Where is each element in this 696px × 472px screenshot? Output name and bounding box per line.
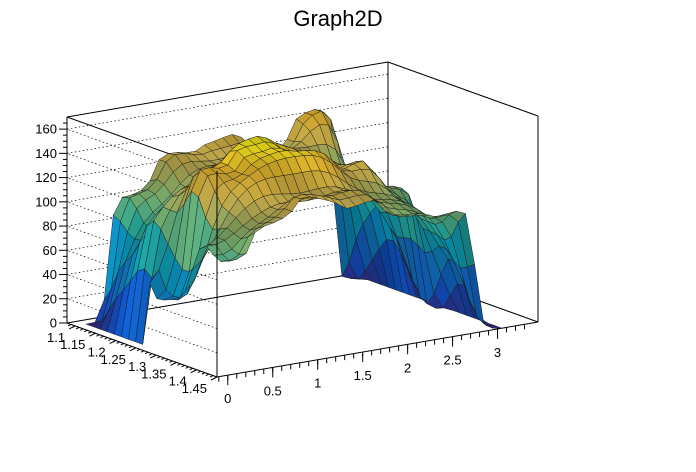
y-minor-tick (205, 373, 210, 377)
z-tick-label: 140 (35, 146, 57, 161)
y-minor-tick (79, 328, 84, 331)
y-minor-tick (193, 369, 197, 372)
y-minor-tick (157, 356, 161, 359)
y-minor-tick (100, 335, 104, 339)
z-tick-label: 40 (43, 267, 57, 282)
y-minor-tick (185, 366, 189, 369)
y-tick-label: 1.25 (101, 352, 126, 367)
y-minor-tick (189, 367, 193, 371)
x-tick-label: 3 (494, 345, 501, 360)
y-minor-tick (181, 364, 185, 368)
gridline (66, 73, 389, 130)
y-tick-label: 1.3 (128, 359, 146, 374)
y-minor-tick (116, 341, 120, 344)
y-tick-label: 1.4 (169, 374, 187, 389)
y-minor-tick (104, 337, 108, 340)
y-minor-tick (197, 370, 202, 374)
x-tick-label: 2.5 (444, 353, 462, 368)
frame-edge (387, 61, 539, 117)
y-minor-tick (88, 331, 92, 334)
y-minor-tick (161, 357, 165, 360)
z-tick-label: 100 (35, 194, 57, 209)
y-minor-tick (165, 359, 169, 362)
x-axis-line (216, 321, 539, 378)
gridline (66, 153, 218, 208)
x-tick-label: 2 (404, 360, 411, 375)
y-minor-tick (136, 348, 141, 352)
y-minor-tick (124, 344, 129, 347)
y-tick-mark (210, 376, 218, 381)
y-minor-tick (177, 363, 181, 366)
y-minor-tick (132, 347, 137, 350)
y-axis-ticks: 1.11.15 1.21.25 1.31.35 1.41.45 (47, 324, 218, 396)
y-minor-tick (173, 361, 177, 365)
x-tick-label: 1 (314, 376, 321, 391)
y-minor-tick (92, 332, 96, 336)
y-minor-tick (84, 329, 88, 333)
frame-edge (66, 61, 389, 118)
y-minor-tick (71, 325, 76, 328)
z-tick-label: 80 (43, 219, 57, 234)
y-tick-label: 1.45 (182, 381, 207, 396)
y-minor-tick (128, 345, 133, 349)
gridline (66, 298, 218, 354)
surface-mesh (85, 109, 503, 345)
y-axis-line (66, 322, 218, 378)
z-tick-label: 0 (50, 316, 57, 331)
z-tick-label: 20 (43, 291, 57, 306)
x-axis-ticks: 0 0.5 1 1.5 2 2.5 3 (218, 324, 526, 406)
y-minor-tick (144, 351, 149, 355)
y-minor-tick (112, 340, 116, 343)
y-minor-tick (169, 360, 173, 363)
y-minor-tick (140, 350, 145, 353)
gridline (66, 201, 218, 257)
gridline (66, 128, 218, 184)
y-minor-tick (67, 324, 72, 327)
y-minor-tick (201, 372, 206, 375)
z-tick-label: 60 (43, 243, 57, 258)
y-minor-tick (152, 354, 157, 358)
gridline (66, 177, 218, 232)
z-tick-label: 160 (35, 122, 57, 137)
y-minor-tick (209, 375, 214, 378)
gridline (66, 274, 218, 329)
y-minor-tick (108, 338, 112, 342)
gridline (66, 249, 218, 305)
y-tick-label: 1.2 (88, 345, 106, 360)
y-tick-label: 1.15 (60, 337, 85, 352)
y-tick-label: 1.35 (141, 366, 166, 381)
x-tick-label: 0 (224, 391, 231, 406)
x-tick-label: 1.5 (354, 368, 372, 383)
gridline (66, 225, 218, 281)
y-minor-tick (148, 353, 153, 356)
y-minor-tick (75, 326, 80, 330)
z-axis-ticks: 0 20 40 60 80 100 120 140 160 (35, 122, 67, 331)
z-tick-label: 120 (35, 170, 57, 185)
y-minor-tick (120, 342, 124, 346)
x-tick-label: 0.5 (264, 383, 282, 398)
chart-title: Graph2D (293, 6, 382, 31)
surface-cell (485, 324, 503, 329)
y-minor-tick (96, 334, 100, 337)
y-tick-label: 1.1 (47, 330, 65, 345)
